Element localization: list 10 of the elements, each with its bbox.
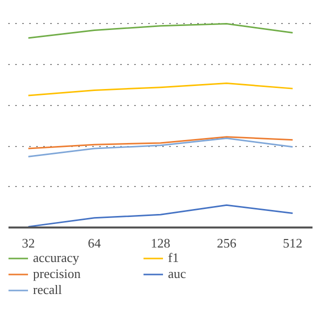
- legend-label: f1: [168, 250, 180, 266]
- x-tick-label: 512: [282, 236, 302, 250]
- x-tick-label: 32: [22, 236, 35, 250]
- legend-label: precision: [33, 266, 82, 282]
- x-tick-label: 128: [150, 236, 170, 250]
- legend-label: recall: [33, 282, 63, 298]
- legend-label: accuracy: [33, 250, 80, 266]
- x-tick-label: 64: [88, 236, 102, 250]
- x-tick-label: 256: [216, 236, 237, 250]
- legend-label: auc: [168, 266, 188, 282]
